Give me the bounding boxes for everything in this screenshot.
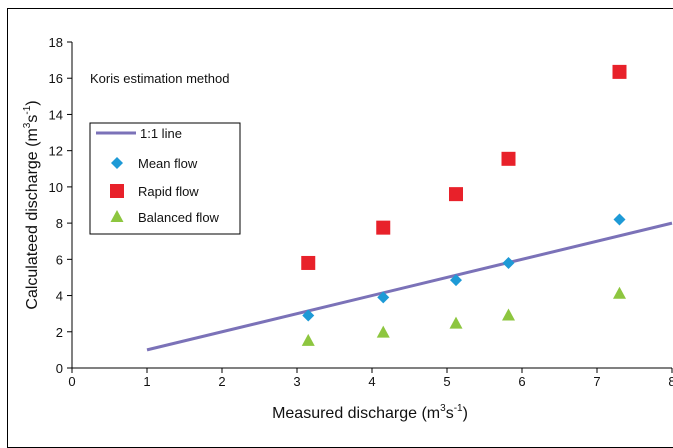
axis-label-text: ): [463, 405, 468, 422]
legend-label: Balanced flow: [138, 210, 220, 225]
legend-label: Rapid flow: [138, 184, 199, 199]
balanced-flow-point: [301, 333, 315, 346]
x-tick-label: 2: [218, 374, 225, 389]
x-tick-label: 5: [443, 374, 450, 389]
x-tick-label: 4: [368, 374, 375, 389]
axis-label-superscript: -1: [454, 403, 463, 414]
y-tick-label: 4: [56, 289, 63, 304]
y-tick-label: 12: [49, 144, 63, 159]
legend-label: Mean flow: [138, 156, 198, 171]
y-tick-label: 10: [49, 180, 63, 195]
x-tick-label: 0: [68, 374, 75, 389]
one-to-one-line: [146, 221, 673, 352]
y-axis-label: Calculateed discharge (m3s-1): [22, 100, 41, 309]
axis-label-superscript: 3: [440, 403, 446, 414]
legend-square-swatch: [110, 184, 124, 198]
balanced-flow-point: [449, 316, 463, 329]
balanced-flow-point: [376, 325, 390, 338]
y-tick-label: 18: [49, 35, 63, 50]
y-tick-label: 6: [56, 252, 63, 267]
rapid-flow-point: [301, 255, 316, 270]
axis-label-text: ): [24, 100, 41, 105]
balanced-flow-point: [613, 286, 626, 299]
mean-flow-point: [502, 256, 515, 269]
y-tick-label: 8: [56, 216, 63, 231]
x-tick-label: 3: [293, 374, 300, 389]
rapid-flow-point: [612, 64, 627, 79]
legend: 1:1 line Mean flow Rapid flow Balanced flow: [89, 122, 241, 235]
y-tick-label: 14: [49, 107, 63, 122]
axis-label-text: Measured discharge (m: [272, 405, 440, 422]
mean-flow-point: [613, 213, 626, 226]
mean-flow-point: [302, 309, 315, 322]
axis-label-text: Calculateed discharge (m: [24, 128, 41, 309]
axis-label-superscript: -1: [22, 105, 33, 114]
balanced-flow-point: [502, 308, 515, 321]
legend-label: 1:1 line: [140, 126, 182, 141]
legend-triangle-swatch: [110, 210, 124, 222]
y-tick-label: 0: [56, 361, 63, 376]
axis-label-text: s: [446, 405, 454, 422]
rapid-flow-point: [501, 151, 516, 166]
axis-label-text: s: [24, 115, 41, 123]
series-layer: [146, 64, 673, 352]
x-tick-label: 7: [593, 374, 600, 389]
x-tick-label: 1: [143, 374, 150, 389]
x-tick-label: 8: [668, 374, 673, 389]
rapid-flow-point: [376, 220, 391, 235]
chart-annotation: Koris estimation method: [90, 71, 229, 86]
y-tick-label: 2: [56, 325, 63, 340]
y-tick-label: 16: [49, 71, 63, 86]
axis-label-superscript: 3: [22, 122, 33, 128]
x-tick-label: 6: [518, 374, 525, 389]
x-axis-label: Measured discharge (m3s-1): [272, 403, 468, 422]
mean-flow-point: [377, 291, 390, 304]
legend-diamond-swatch: [111, 157, 123, 169]
rapid-flow-point: [449, 187, 463, 202]
mean-flow-point: [450, 274, 462, 287]
